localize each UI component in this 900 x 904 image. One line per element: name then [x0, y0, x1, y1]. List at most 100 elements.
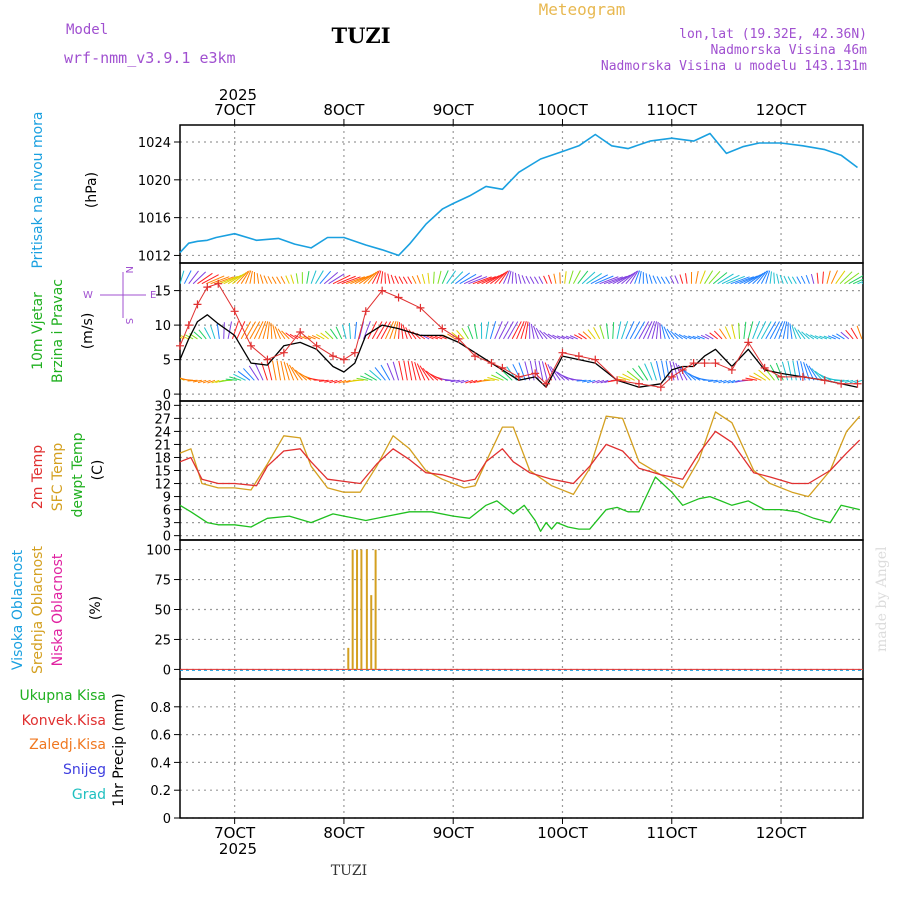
y-tick-label: 50 [154, 604, 171, 619]
precip-frz-label: Zaledj.Kisa [29, 737, 106, 753]
wind-barb [788, 322, 789, 339]
wind-barb [639, 271, 641, 284]
wind-cross-marker [193, 300, 201, 308]
wind-barb [272, 361, 276, 381]
elevation: Nadmorska Visina 46m [710, 43, 867, 58]
wind-barb [725, 327, 730, 339]
precip-total-label: Ukupna Kisa [19, 688, 106, 704]
wind-barb [526, 276, 530, 284]
wind-barb [238, 371, 250, 380]
wind-barb [188, 380, 198, 381]
x-tick-label-bottom: 10OCT [537, 824, 588, 842]
wind-barb [355, 322, 357, 339]
wind-barb [512, 272, 513, 284]
wind-speed-cross-line [180, 284, 858, 388]
wind-barb [661, 277, 665, 284]
wind-barb [827, 271, 830, 284]
footer-station: TUZI [331, 863, 367, 879]
y-tick-label: 21 [154, 438, 171, 453]
compass-s: S [123, 318, 134, 324]
wind-barb [422, 274, 424, 284]
x-tick-label-top: 12OCT [756, 101, 807, 119]
wind-unit: (m/s) [80, 313, 96, 350]
x-axis: 7OCT7OCT8OCT8OCT9OCT9OCT10OCT10OCT11OCT1… [214, 101, 807, 842]
compass-w: W [83, 290, 93, 301]
wind-barb [534, 277, 538, 284]
wind-cross-marker [214, 280, 222, 288]
wind-barb [399, 322, 400, 339]
wind-barb [823, 272, 824, 284]
wind-barb [607, 323, 609, 338]
wind-barb [499, 321, 508, 338]
wind-barb [862, 277, 881, 284]
wind-barb [797, 277, 801, 284]
wind-barb [241, 321, 250, 338]
wind-barb [533, 326, 538, 339]
wind-barb [257, 273, 259, 283]
model-label: Model [66, 22, 108, 38]
y-tick-label: 1016 [138, 212, 171, 227]
wind-barb [662, 325, 666, 339]
wind-cross-marker [231, 307, 239, 315]
wind-barb [447, 271, 456, 284]
wind-barb [263, 321, 268, 339]
y-tick-label: 3 [163, 517, 171, 532]
wind-barb [685, 273, 687, 283]
precip-snow-label: Snijeg [63, 762, 106, 778]
compass-n: N [123, 266, 134, 273]
cloud-unit: (%) [88, 596, 104, 620]
wind-barb [766, 271, 770, 284]
wind-barb [662, 361, 666, 381]
y-tick-label: 1012 [138, 249, 171, 264]
wind-barb [666, 277, 670, 284]
y-tick-label: 6 [163, 504, 171, 519]
wind-barb [281, 276, 285, 283]
wind-barb [264, 276, 267, 284]
pressure-unit: (hPa) [84, 172, 100, 208]
wind-barb [651, 362, 657, 380]
y-tick-label: 9 [163, 491, 171, 506]
wind-cross-marker [487, 359, 495, 367]
temp-2m-label: 2m Temp [30, 445, 46, 509]
wind-barb [336, 327, 342, 339]
x-tick-label-top: 7OCT [214, 101, 256, 119]
wind-barb [349, 323, 350, 339]
wind-barb [630, 321, 639, 338]
wind-barb [761, 322, 771, 339]
wind-barb [530, 277, 534, 284]
wind-barb [836, 271, 845, 284]
wind-barb [217, 324, 219, 339]
wind-barb [246, 322, 256, 339]
wind-barb [732, 325, 735, 339]
temp-dewpt-label: dewpt Temp [70, 432, 86, 517]
wind-barb [434, 272, 435, 284]
wind-barb [680, 274, 683, 283]
wind-label-2: Brzina i Pravac [50, 279, 66, 383]
wind-barb [391, 275, 394, 284]
y-tick-label: 24 [154, 425, 171, 440]
wind-barb [267, 322, 269, 339]
wind-barb [311, 271, 316, 284]
y-tick-label: 0.6 [150, 729, 171, 744]
year-bottom: 2025 [219, 840, 257, 858]
wind-barb [600, 325, 604, 339]
y-tick-label: 0.2 [150, 784, 171, 799]
panel-precip: 00.20.40.60.8 [150, 679, 863, 827]
wind-barb [451, 272, 463, 284]
wind-barb [649, 275, 652, 284]
wind-barb [788, 277, 792, 284]
wind-barb [518, 274, 520, 284]
wind-barb [277, 277, 281, 284]
x-tick-label-top: 10OCT [537, 101, 588, 119]
wind-barb [565, 271, 567, 283]
wind-barb [428, 273, 429, 284]
wind-barb [393, 362, 398, 380]
wind-barb [515, 273, 516, 284]
wind-barb [168, 372, 180, 380]
wind-barb [495, 321, 503, 339]
wind-barb [635, 322, 645, 339]
panel-frame [180, 679, 863, 818]
wind-barb [544, 276, 548, 284]
